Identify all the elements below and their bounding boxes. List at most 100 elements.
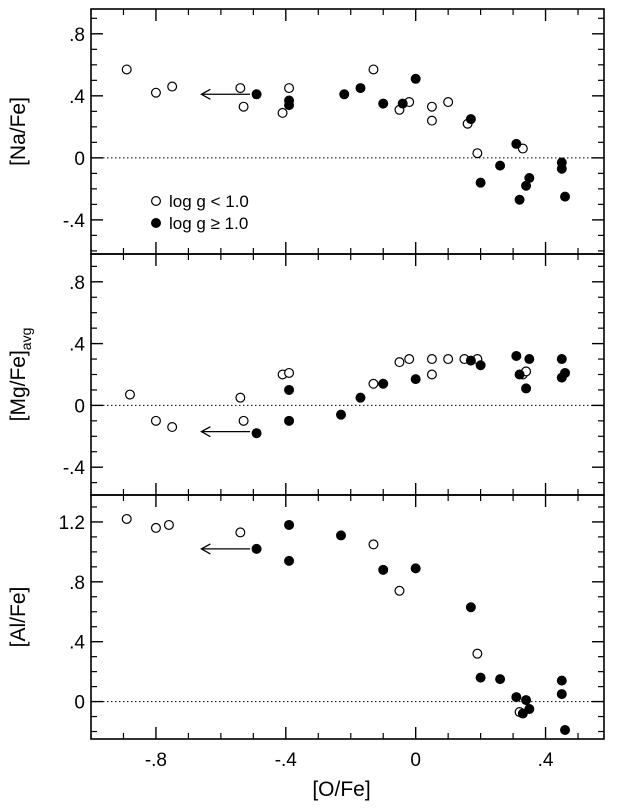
data-point-filled	[251, 428, 262, 439]
data-point-filled	[378, 98, 389, 109]
y-axis-title: [Al/Fe]	[7, 587, 30, 648]
y-tick-label: .8	[69, 273, 85, 294]
data-point-open	[472, 148, 483, 159]
data-point-filled	[465, 602, 476, 613]
legend-label: log g ≥ 1.0	[169, 214, 248, 233]
data-point-open	[150, 87, 161, 98]
data-point-filled	[521, 695, 532, 706]
x-tick-label: -.4	[275, 750, 298, 771]
data-point-filled	[556, 689, 567, 700]
data-point-filled	[475, 177, 486, 188]
data-point-filled	[339, 89, 350, 100]
data-point-filled	[465, 355, 476, 366]
data-point-open	[426, 369, 437, 380]
legend-label: log g < 1.0	[169, 192, 249, 211]
data-point-filled	[336, 530, 347, 541]
data-point-filled	[465, 114, 476, 125]
data-point-filled	[514, 194, 525, 205]
data-point-filled	[495, 674, 506, 685]
y-tick-label: .4	[69, 87, 85, 108]
data-point-open	[426, 101, 437, 112]
data-point-filled	[524, 354, 535, 365]
data-point-filled	[410, 374, 421, 385]
upper-limit-arrow-head	[200, 543, 211, 555]
y-tick-label: 0	[74, 149, 85, 170]
data-point-open	[368, 378, 379, 389]
data-point-open	[235, 83, 246, 94]
data-point-open	[167, 81, 178, 92]
panel-frame	[90, 494, 605, 740]
y-tick-label: .8	[69, 573, 85, 594]
data-point-filled	[284, 519, 295, 530]
data-point-filled	[524, 173, 535, 184]
data-point-filled	[475, 360, 486, 371]
data-point-open	[443, 354, 454, 365]
data-point-filled	[410, 73, 421, 84]
data-point-filled	[410, 563, 421, 574]
x-tick-label: 0	[410, 750, 421, 771]
data-point-filled	[560, 725, 571, 736]
y-axis-title: [Mg/Fe]avg	[7, 328, 34, 422]
y-axis-title: [Na/Fe]	[7, 97, 30, 166]
y-tick-label: .4	[69, 335, 85, 356]
data-point-open	[472, 648, 483, 659]
data-point-open	[368, 539, 379, 550]
data-point-filled	[511, 138, 522, 149]
data-point-open	[368, 64, 379, 75]
upper-limit-arrow-head	[200, 88, 211, 100]
data-point-open	[443, 97, 454, 108]
data-point-filled	[514, 369, 525, 380]
data-point-filled	[284, 415, 295, 426]
data-point-filled	[560, 367, 571, 378]
data-point-open	[238, 101, 249, 112]
data-point-filled	[556, 163, 567, 174]
data-point-filled	[284, 100, 295, 111]
y-tick-label: -.4	[63, 458, 86, 479]
data-point-open	[284, 83, 295, 94]
data-point-filled	[355, 83, 366, 94]
data-point-filled	[251, 543, 262, 554]
data-point-open	[163, 519, 174, 530]
data-point-open	[426, 115, 437, 126]
data-point-open	[394, 585, 405, 596]
y-tick-label: 0	[74, 396, 85, 417]
data-point-filled	[521, 383, 532, 394]
x-tick-label: -.8	[145, 750, 167, 771]
data-point-filled	[397, 98, 408, 109]
data-point-open	[277, 107, 288, 118]
x-tick-label: .4	[538, 750, 554, 771]
data-point-filled	[378, 378, 389, 389]
panel-frame	[90, 8, 605, 255]
data-point-filled	[556, 675, 567, 686]
data-point-filled	[378, 564, 389, 575]
data-point-open	[235, 527, 246, 538]
data-point-open	[121, 513, 132, 524]
data-point-open	[426, 354, 437, 365]
data-point-open	[394, 357, 405, 368]
data-point-open	[238, 415, 249, 426]
data-point-filled	[284, 384, 295, 395]
y-tick-label: .8	[69, 25, 85, 46]
data-point-open	[235, 392, 246, 403]
y-tick-label: 0	[74, 693, 85, 714]
data-point-filled	[511, 350, 522, 361]
data-point-open	[167, 422, 178, 433]
y-tick-label: 1.2	[59, 513, 85, 534]
data-point-open	[150, 415, 161, 426]
data-point-filled	[336, 409, 347, 420]
data-point-filled	[251, 89, 262, 100]
data-point-open	[124, 389, 135, 400]
data-point-filled	[560, 191, 571, 202]
data-point-filled	[511, 692, 522, 703]
upper-limit-arrow-head	[200, 426, 211, 438]
data-point-filled	[495, 160, 506, 171]
data-point-filled	[355, 392, 366, 403]
data-point-open	[121, 64, 132, 75]
y-tick-label: -.4	[63, 211, 86, 232]
data-point-open	[284, 367, 295, 378]
data-point-filled	[284, 555, 295, 566]
data-point-filled	[475, 672, 486, 683]
x-axis-title: [O/Fe]	[312, 778, 370, 801]
data-point-filled	[556, 354, 567, 365]
